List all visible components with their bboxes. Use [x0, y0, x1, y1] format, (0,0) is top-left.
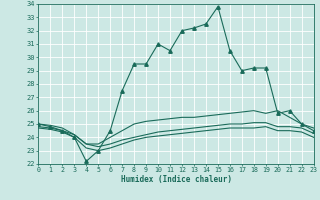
- X-axis label: Humidex (Indice chaleur): Humidex (Indice chaleur): [121, 175, 231, 184]
